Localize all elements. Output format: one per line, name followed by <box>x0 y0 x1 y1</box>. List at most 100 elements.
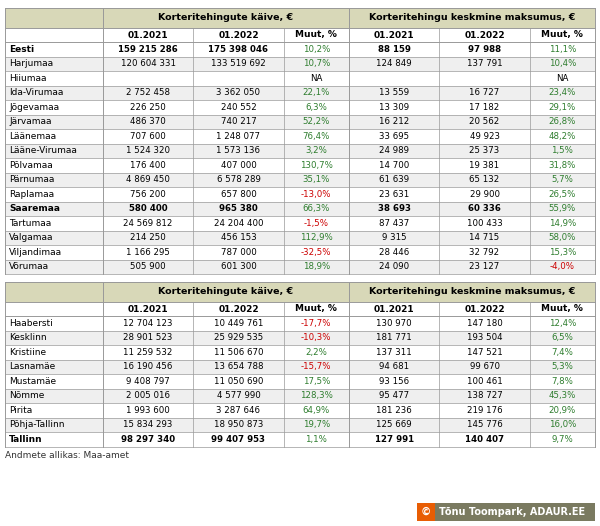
Text: Korteritehingute käive, €: Korteritehingute käive, € <box>158 288 293 297</box>
Text: -4,0%: -4,0% <box>550 262 575 271</box>
Text: 93 156: 93 156 <box>379 377 409 386</box>
Text: Jõgevamaa: Jõgevamaa <box>9 103 59 112</box>
Text: 159 215 286: 159 215 286 <box>118 45 178 54</box>
Text: 28 901 523: 28 901 523 <box>124 333 173 342</box>
Text: Pärnumaa: Pärnumaa <box>9 175 55 184</box>
Text: 505 900: 505 900 <box>130 262 166 271</box>
Text: Pirita: Pirita <box>9 406 32 414</box>
Text: 5,7%: 5,7% <box>551 175 573 184</box>
Text: 28 446: 28 446 <box>379 248 409 257</box>
Text: 49 923: 49 923 <box>470 132 500 141</box>
Text: Korteritehingu keskmine maksumus, €: Korteritehingu keskmine maksumus, € <box>369 288 575 297</box>
Text: 16 727: 16 727 <box>469 88 500 97</box>
Text: 01.2022: 01.2022 <box>218 305 259 313</box>
Text: 26,5%: 26,5% <box>548 190 576 199</box>
Text: 128,3%: 128,3% <box>300 391 333 400</box>
Text: 29,1%: 29,1% <box>549 103 576 112</box>
Text: 01.2021: 01.2021 <box>128 31 169 39</box>
Text: 214 250: 214 250 <box>130 233 166 242</box>
Text: 13 559: 13 559 <box>379 88 409 97</box>
Bar <box>5 158 595 173</box>
Text: 2,2%: 2,2% <box>305 348 327 357</box>
Text: Korteritehingu keskmine maksumus, €: Korteritehingu keskmine maksumus, € <box>369 14 575 23</box>
Text: 32 792: 32 792 <box>469 248 500 257</box>
Bar <box>5 374 595 389</box>
Bar <box>5 115 595 129</box>
Text: 1 993 600: 1 993 600 <box>126 406 170 414</box>
Bar <box>5 187 595 201</box>
Text: 98 297 340: 98 297 340 <box>121 435 175 444</box>
Text: 18,9%: 18,9% <box>302 262 330 271</box>
Bar <box>5 100 595 115</box>
Text: 01.2022: 01.2022 <box>464 305 505 313</box>
Text: 181 236: 181 236 <box>376 406 412 414</box>
Text: 1,1%: 1,1% <box>305 435 327 444</box>
Text: 55,9%: 55,9% <box>549 204 576 213</box>
Text: 11 506 670: 11 506 670 <box>214 348 263 357</box>
Text: 24 989: 24 989 <box>379 146 409 155</box>
Text: 6 578 289: 6 578 289 <box>217 175 260 184</box>
Text: 3 362 050: 3 362 050 <box>217 88 260 97</box>
Bar <box>5 216 595 230</box>
Text: 94 681: 94 681 <box>379 362 409 371</box>
Text: Raplamaa: Raplamaa <box>9 190 54 199</box>
Text: 24 090: 24 090 <box>379 262 409 271</box>
Text: 147 521: 147 521 <box>467 348 502 357</box>
Text: Kesklinn: Kesklinn <box>9 333 47 342</box>
Text: 52,2%: 52,2% <box>302 117 330 126</box>
Text: 13 654 788: 13 654 788 <box>214 362 263 371</box>
Bar <box>5 259 595 274</box>
Text: 11 050 690: 11 050 690 <box>214 377 263 386</box>
Bar <box>5 71 595 86</box>
Bar <box>5 282 595 302</box>
Text: 193 504: 193 504 <box>467 333 502 342</box>
Text: 3,2%: 3,2% <box>305 146 327 155</box>
Text: 100 433: 100 433 <box>467 219 502 228</box>
Text: 147 180: 147 180 <box>467 319 502 328</box>
Text: 15 834 293: 15 834 293 <box>124 420 173 429</box>
Text: 65 132: 65 132 <box>469 175 500 184</box>
Text: 01.2022: 01.2022 <box>464 31 505 39</box>
Text: 7,8%: 7,8% <box>551 377 573 386</box>
Text: 25 929 535: 25 929 535 <box>214 333 263 342</box>
Text: -17,7%: -17,7% <box>301 319 332 328</box>
Text: 35,1%: 35,1% <box>302 175 330 184</box>
Text: 4 577 990: 4 577 990 <box>217 391 260 400</box>
Text: 14 700: 14 700 <box>379 161 409 170</box>
Text: 5,3%: 5,3% <box>551 362 573 371</box>
Text: 1 573 136: 1 573 136 <box>217 146 260 155</box>
Bar <box>5 345 595 359</box>
Bar <box>5 28 595 42</box>
Bar <box>5 129 595 144</box>
Text: 219 176: 219 176 <box>467 406 502 414</box>
Text: 58,0%: 58,0% <box>548 233 576 242</box>
Text: 1 524 320: 1 524 320 <box>126 146 170 155</box>
Text: -15,7%: -15,7% <box>301 362 332 371</box>
Text: 31,8%: 31,8% <box>548 161 576 170</box>
Text: 176 400: 176 400 <box>130 161 166 170</box>
Text: 601 300: 601 300 <box>221 262 256 271</box>
Text: 4 869 450: 4 869 450 <box>126 175 170 184</box>
Text: 140 407: 140 407 <box>465 435 504 444</box>
Bar <box>5 8 595 28</box>
Text: Lääne-Virumaa: Lääne-Virumaa <box>9 146 77 155</box>
Text: 130 970: 130 970 <box>376 319 412 328</box>
Text: Põlvamaa: Põlvamaa <box>9 161 53 170</box>
Text: Eesti: Eesti <box>9 45 34 54</box>
Text: 01.2021: 01.2021 <box>374 31 415 39</box>
Text: 29 900: 29 900 <box>470 190 500 199</box>
Text: Tõnu Toompark, ADAUR.EE: Tõnu Toompark, ADAUR.EE <box>439 507 585 517</box>
Text: 15,3%: 15,3% <box>548 248 576 257</box>
Text: 99 670: 99 670 <box>470 362 500 371</box>
Text: 17,5%: 17,5% <box>302 377 330 386</box>
Text: Muut, %: Muut, % <box>541 31 583 39</box>
Text: 60 336: 60 336 <box>468 204 501 213</box>
Text: 10,7%: 10,7% <box>302 59 330 68</box>
Text: 657 800: 657 800 <box>221 190 256 199</box>
Text: 16 190 456: 16 190 456 <box>124 362 173 371</box>
Text: Järvamaa: Järvamaa <box>9 117 52 126</box>
Text: 456 153: 456 153 <box>221 233 256 242</box>
Text: 138 727: 138 727 <box>467 391 502 400</box>
Text: 7,4%: 7,4% <box>551 348 573 357</box>
Text: Muut, %: Muut, % <box>541 305 583 313</box>
